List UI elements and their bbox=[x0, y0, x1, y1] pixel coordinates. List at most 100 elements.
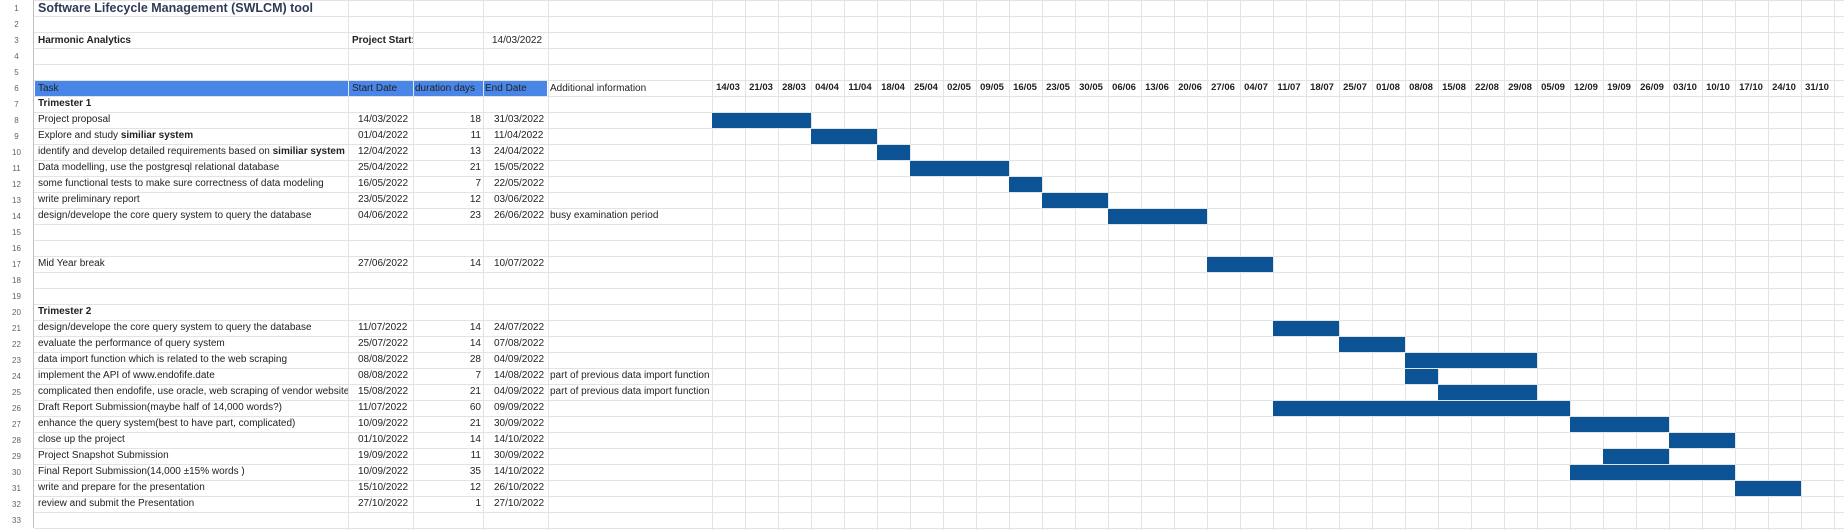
row-header[interactable]: 29 bbox=[0, 448, 34, 464]
end-date-cell[interactable]: 31/03/2022 bbox=[494, 114, 545, 125]
gantt-bar[interactable] bbox=[1108, 209, 1207, 224]
duration-cell[interactable]: 14 bbox=[469, 322, 481, 333]
company-name[interactable]: Harmonic Analytics bbox=[38, 35, 131, 46]
row-header[interactable]: 27 bbox=[0, 416, 34, 432]
project-start-value[interactable]: 14/03/2022 bbox=[492, 35, 543, 46]
info-cell[interactable]: part of previous data import function bbox=[550, 386, 710, 397]
week-header[interactable]: 30/05 bbox=[1079, 82, 1103, 93]
gantt-bar[interactable] bbox=[1009, 177, 1042, 192]
row-header[interactable]: 16 bbox=[0, 240, 34, 256]
week-header[interactable]: 29/08 bbox=[1508, 82, 1532, 93]
week-header[interactable]: 22/08 bbox=[1475, 82, 1499, 93]
end-date-cell[interactable]: 14/08/2022 bbox=[494, 370, 545, 381]
gantt-bar[interactable] bbox=[712, 113, 811, 128]
week-header[interactable]: 13/06 bbox=[1145, 82, 1169, 93]
start-date-cell[interactable]: 11/07/2022 bbox=[358, 402, 408, 413]
row-header[interactable]: 8 bbox=[0, 112, 34, 128]
info-cell[interactable]: busy examination period bbox=[550, 210, 659, 221]
week-header[interactable]: 27/06 bbox=[1211, 82, 1235, 93]
row-header[interactable]: 11 bbox=[0, 160, 34, 176]
row-header[interactable]: 15 bbox=[0, 224, 34, 240]
duration-cell[interactable]: 11 bbox=[470, 130, 481, 141]
end-date-cell[interactable]: 15/05/2022 bbox=[494, 162, 545, 173]
gantt-bar[interactable] bbox=[811, 129, 877, 144]
gantt-bar[interactable] bbox=[1570, 417, 1669, 432]
start-date-cell[interactable]: 11/07/2022 bbox=[358, 322, 408, 333]
row-header[interactable]: 6 bbox=[0, 80, 34, 96]
task-name[interactable]: identify and develop detailed requiremen… bbox=[36, 144, 348, 160]
week-header[interactable]: 18/04 bbox=[881, 82, 905, 93]
end-date-cell[interactable]: 26/06/2022 bbox=[494, 210, 545, 221]
row-header[interactable]: 10 bbox=[0, 144, 34, 160]
start-date-cell[interactable]: 19/09/2022 bbox=[358, 450, 409, 461]
end-date-cell[interactable]: 30/09/2022 bbox=[494, 450, 545, 461]
row-header[interactable]: 5 bbox=[0, 64, 34, 80]
end-date-cell[interactable]: 27/10/2022 bbox=[494, 498, 545, 509]
week-header[interactable]: 11/07 bbox=[1277, 82, 1301, 93]
gantt-bar[interactable] bbox=[1735, 481, 1801, 496]
row-header[interactable]: 25 bbox=[0, 384, 34, 400]
end-date-cell[interactable]: 04/09/2022 bbox=[494, 354, 545, 365]
row-header[interactable]: 12 bbox=[0, 176, 34, 192]
task-name[interactable]: Project proposal bbox=[38, 114, 111, 125]
row-header[interactable]: 31 bbox=[0, 480, 34, 496]
end-date-cell[interactable]: 09/09/2022 bbox=[494, 402, 545, 413]
task-name[interactable]: Data modelling, use the postgresql relat… bbox=[38, 162, 280, 173]
task-name[interactable]: enhance the query system(best to have pa… bbox=[38, 418, 296, 429]
gantt-bar[interactable] bbox=[877, 145, 910, 160]
start-date-cell[interactable]: 23/05/2022 bbox=[358, 194, 409, 205]
gantt-bar[interactable] bbox=[1570, 465, 1735, 480]
start-date-cell[interactable]: 25/04/2022 bbox=[358, 162, 409, 173]
task-name[interactable]: write and prepare for the presentation bbox=[38, 482, 205, 493]
task-name[interactable]: Explore and study similiar system bbox=[36, 128, 348, 144]
week-header[interactable]: 01/08 bbox=[1376, 82, 1400, 93]
gantt-bar[interactable] bbox=[1273, 401, 1570, 416]
row-header[interactable]: 13 bbox=[0, 192, 34, 208]
start-date-cell[interactable]: 01/04/2022 bbox=[358, 130, 409, 141]
start-date-cell[interactable]: 01/10/2022 bbox=[358, 434, 409, 445]
duration-cell[interactable]: 7 bbox=[475, 370, 481, 381]
end-date-cell[interactable]: 07/08/2022 bbox=[494, 338, 545, 349]
row-header[interactable]: 32 bbox=[0, 496, 34, 512]
duration-cell[interactable]: 13 bbox=[469, 146, 481, 157]
column-header-end-date[interactable]: End Date bbox=[485, 83, 527, 94]
column-header-info[interactable]: Additional information bbox=[550, 83, 647, 94]
gantt-bar[interactable] bbox=[1405, 353, 1537, 368]
row-header[interactable]: 20 bbox=[0, 304, 34, 320]
duration-cell[interactable]: 60 bbox=[469, 402, 481, 413]
week-header[interactable]: 08/08 bbox=[1409, 82, 1433, 93]
end-date-cell[interactable]: 26/10/2022 bbox=[494, 482, 545, 493]
row-header[interactable]: 7 bbox=[0, 96, 34, 112]
gantt-bar[interactable] bbox=[1339, 337, 1405, 352]
week-header[interactable]: 24/10 bbox=[1772, 82, 1796, 93]
gantt-bar[interactable] bbox=[1405, 369, 1438, 384]
task-name[interactable]: evaluate the performance of query system bbox=[38, 338, 225, 349]
column-header-duration[interactable]: duration days bbox=[415, 83, 476, 94]
end-date-cell[interactable]: 10/07/2022 bbox=[494, 258, 545, 269]
duration-cell[interactable]: 14 bbox=[469, 338, 481, 349]
info-cell[interactable]: part of previous data import function bbox=[550, 370, 710, 381]
section-title[interactable]: Trimester 2 bbox=[38, 306, 92, 317]
week-header[interactable]: 10/10 bbox=[1706, 82, 1730, 93]
start-date-cell[interactable]: 12/04/2022 bbox=[358, 146, 409, 157]
end-date-cell[interactable]: 11/04/2022 bbox=[494, 130, 544, 141]
row-header[interactable]: 3 bbox=[0, 32, 34, 48]
task-name[interactable]: review and submit the Presentation bbox=[38, 498, 195, 509]
task-name[interactable]: complicated then endofife, use oracle, w… bbox=[38, 386, 348, 397]
end-date-cell[interactable]: 04/09/2022 bbox=[494, 386, 545, 397]
task-name[interactable]: Mid Year break bbox=[38, 258, 105, 269]
project-start-label[interactable]: Project Start: bbox=[352, 35, 415, 46]
week-header[interactable]: 12/09 bbox=[1574, 82, 1598, 93]
duration-cell[interactable]: 18 bbox=[469, 114, 481, 125]
row-header[interactable]: 22 bbox=[0, 336, 34, 352]
task-name[interactable]: design/develope the core query system to… bbox=[38, 210, 312, 221]
week-header[interactable]: 19/09 bbox=[1607, 82, 1631, 93]
gantt-bar[interactable] bbox=[1438, 385, 1537, 400]
task-name[interactable]: some functional tests to make sure corre… bbox=[38, 178, 324, 189]
start-date-cell[interactable]: 04/06/2022 bbox=[358, 210, 409, 221]
week-header[interactable]: 23/05 bbox=[1046, 82, 1070, 93]
week-header[interactable]: 02/05 bbox=[947, 82, 971, 93]
start-date-cell[interactable]: 16/05/2022 bbox=[358, 178, 409, 189]
gantt-bar[interactable] bbox=[1669, 433, 1735, 448]
